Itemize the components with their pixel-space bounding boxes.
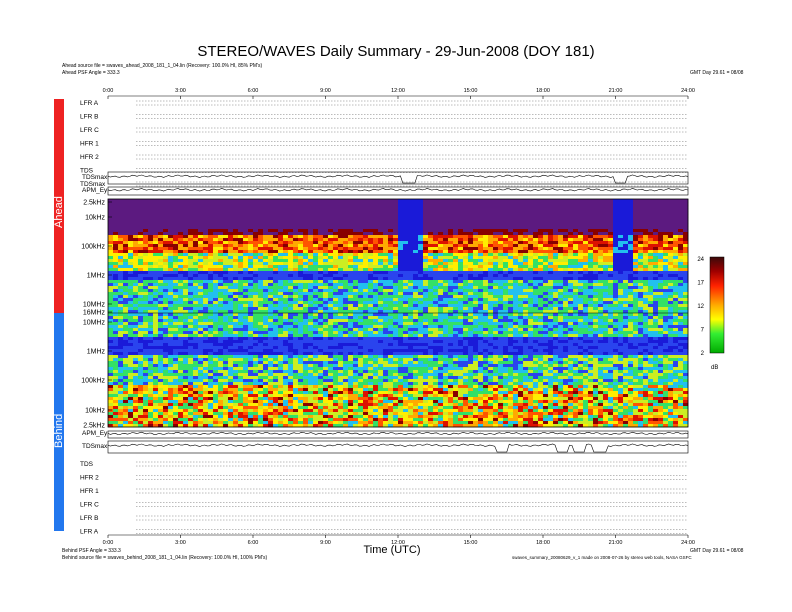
spectrogram <box>108 199 689 428</box>
ahead-source-label: Ahead source file = swaves_ahead_2008_18… <box>62 63 262 69</box>
colorbar-unit: dB <box>711 365 718 371</box>
ahead-row-label: TDS <box>80 168 94 175</box>
behind-row-label: LFR A <box>80 529 99 536</box>
behind-psf-label: Behind PSF Angle = 333.3 <box>62 548 121 554</box>
frequency-tick-label: 10kHz <box>85 215 105 222</box>
trace-panel-label: APM_Ey <box>82 187 108 194</box>
frequency-tick-label: 10MHz <box>83 302 106 309</box>
time-tick-label: 12:00 <box>391 88 405 94</box>
behind-side-label: Behind <box>53 414 65 448</box>
time-tick-label: 6:00 <box>248 88 259 94</box>
bottom-time-axis: 0:00 3:00 6:00 9:00 12:00 15:00 18:00 21:00 24:0… <box>103 534 695 546</box>
ahead-side-bar <box>54 99 64 313</box>
behind-row-label: HFR 1 <box>80 488 99 495</box>
behind-source-label: Behind source file = swaves_behind_2008_… <box>62 555 267 561</box>
frequency-tick-label: 1MHz <box>87 273 106 280</box>
time-tick-label: 0:00 <box>103 88 114 94</box>
ahead-psf-label: Ahead PSF Angle = 333.3 <box>62 70 120 76</box>
behind-row-label: LFR C <box>80 502 99 509</box>
colorbar-tick-label: 7 <box>701 328 705 334</box>
ahead-row-label: LFR B <box>80 114 98 121</box>
trace-panel-label: APM_Ey <box>82 430 108 437</box>
frequency-tick-label: 100kHz <box>81 244 105 251</box>
credit-label: swaves_summary_20080629_v_1 made on 2008… <box>512 555 692 560</box>
frequency-tick-label: 10kHz <box>85 408 105 415</box>
top-time-axis: 0:00 3:00 6:00 9:00 12:00 15:00 18:00 21:00 24:0… <box>103 88 695 99</box>
behind-side-bar <box>54 313 64 531</box>
behind-row-labels: TDS HFR 2 HFR 1 LFR C LFR B LFR A <box>80 461 688 536</box>
colorbar-tick-label: 2 <box>701 351 705 357</box>
frequency-tick-label: 10MHz <box>83 320 106 327</box>
time-tick-label: 6:00 <box>248 540 259 546</box>
trace-line <box>107 431 689 436</box>
colorbar-ticks: 24 17 12 7 2 <box>697 257 704 357</box>
behind-gmt-label: GMT Day 29.61 = 08/08 <box>690 548 744 554</box>
ahead-row-label: LFR A <box>80 100 99 107</box>
time-tick-label: 18:00 <box>536 88 550 94</box>
frequency-tick-label: 100kHz <box>81 378 105 385</box>
trace-panel-label: TDSmax <box>82 174 108 181</box>
colorbar-tick-label: 24 <box>697 257 704 263</box>
time-tick-label: 3:00 <box>175 88 186 94</box>
frequency-tick-label: 2.5kHz <box>83 423 105 430</box>
trace-panel-frame <box>107 171 689 185</box>
ahead-gmt-label: GMT Day 29.61 = 08/08 <box>690 70 744 76</box>
trace-panel-frame <box>107 186 689 196</box>
trace-panel-label: TDSmax <box>82 443 108 450</box>
time-tick-label: 15:00 <box>464 540 478 546</box>
time-tick-label: 12:00 <box>391 540 405 546</box>
frequency-tick-label: 2.5kHz <box>83 200 105 207</box>
colorbar-tick-label: 12 <box>697 304 704 310</box>
behind-row-label: LFR B <box>80 515 98 522</box>
colorbar <box>709 256 725 354</box>
time-tick-label: 18:00 <box>536 540 550 546</box>
chart-title: STEREO/WAVES Daily Summary - 29-Jun-2008… <box>197 43 594 60</box>
trace-line <box>107 188 689 192</box>
time-tick-label: 15:00 <box>464 88 478 94</box>
trace-line <box>107 443 689 453</box>
time-tick-label: 21:00 <box>609 540 623 546</box>
frequency-tick-label: 16MHz <box>83 310 106 317</box>
time-tick-label: 9:00 <box>320 540 331 546</box>
time-tick-label: 9:00 <box>320 88 331 94</box>
time-tick-label: 3:00 <box>175 540 186 546</box>
time-tick-label: 0:00 <box>103 540 114 546</box>
ahead-row-label: TDSmax <box>80 181 106 188</box>
time-tick-label: 21:00 <box>609 88 623 94</box>
trace-panel-frame <box>107 430 689 439</box>
ahead-row-label: HFR 2 <box>80 154 99 161</box>
ahead-row-label: HFR 1 <box>80 141 99 148</box>
colorbar-tick-label: 17 <box>697 281 704 287</box>
trace-line <box>107 174 689 184</box>
trace-panel-frame <box>107 440 689 454</box>
behind-frequency-ticks: 10MHz 1MHz 100kHz 10kHz 2.5kHz <box>81 320 112 430</box>
behind-row-label: TDS <box>80 461 94 468</box>
time-tick-label: 24:00 <box>681 540 695 546</box>
ahead-side-label: Ahead <box>53 196 65 228</box>
behind-row-label: HFR 2 <box>80 475 99 482</box>
ahead-row-label: LFR C <box>80 127 99 134</box>
frequency-tick-label: 1MHz <box>87 349 106 356</box>
x-axis-label: Time (UTC) <box>363 544 420 556</box>
time-tick-label: 24:00 <box>681 88 695 94</box>
